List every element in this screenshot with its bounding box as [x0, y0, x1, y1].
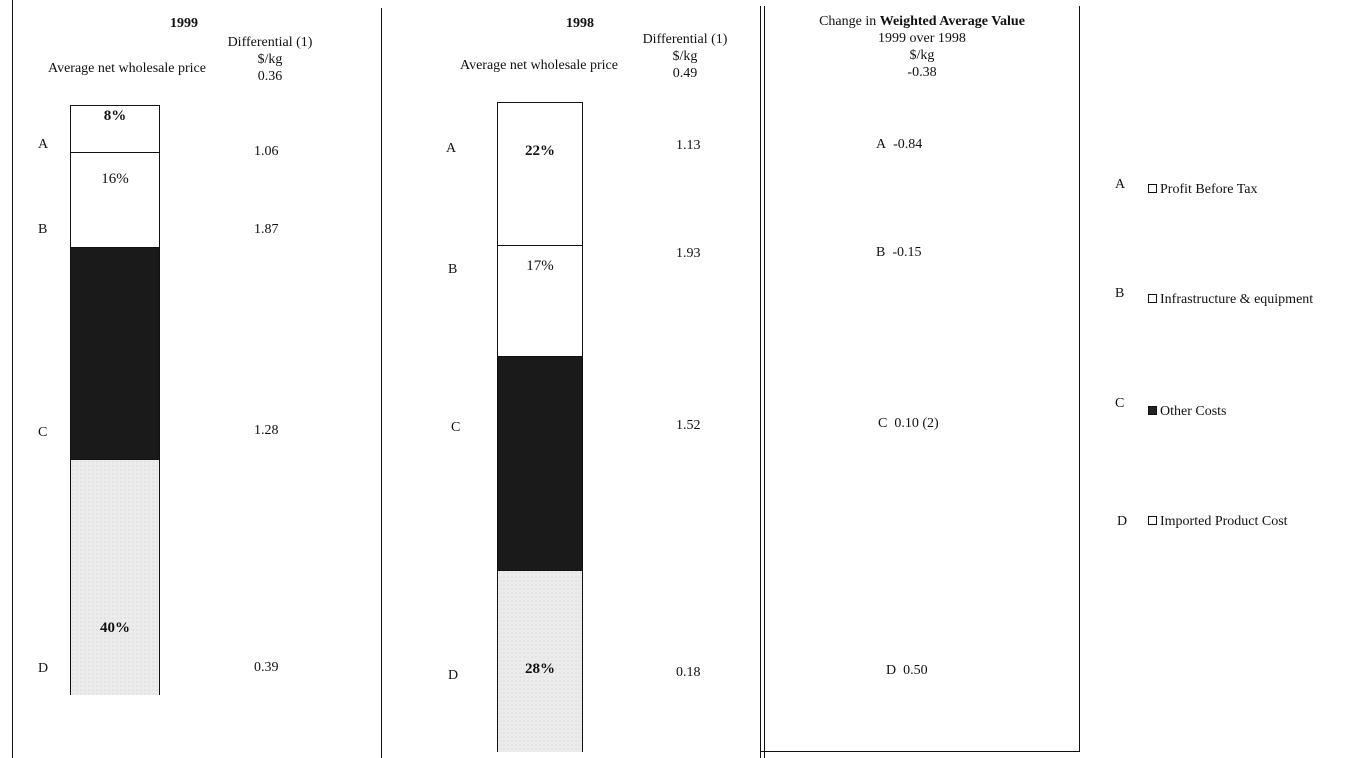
bar-segment-a: 8% [70, 105, 160, 153]
change-row: A -0.84 [876, 137, 923, 152]
segment-label: D [38, 661, 49, 676]
bar-segment-c [70, 246, 160, 459]
segment-label: C [451, 420, 461, 435]
left-border [12, 0, 13, 758]
differential-value: 0.18 [676, 665, 701, 680]
differential-value: 1.87 [254, 222, 279, 237]
divider-line [760, 6, 761, 758]
bar-heading: Average net wholesale price [48, 61, 206, 76]
differential-value: 1.13 [676, 138, 701, 153]
change-title: Change in Weighted Average Value [819, 14, 1025, 29]
segment-percent-label: 28% [525, 661, 555, 677]
segment-label: B [38, 222, 48, 237]
change-header: Change in Weighted Average Value 1999 ov… [770, 13, 1074, 81]
legend-swatch-icon [1148, 294, 1157, 304]
legend-swatch-icon [1148, 406, 1157, 416]
differential-value: 1.93 [676, 246, 701, 261]
segment-percent-label: 8% [103, 108, 127, 124]
change-total: -0.38 [907, 65, 937, 80]
legend-key: A [1115, 177, 1126, 192]
stacked-bar: 8% 16% 40% [70, 105, 160, 758]
legend-swatch-icon [1148, 184, 1157, 194]
segment-percent-label: 22% [525, 143, 555, 159]
differential-value: 1.06 [254, 144, 279, 159]
differential-header: Differential (1) $/kg 0.36 [227, 35, 313, 84]
segment-percent-label: 17% [526, 258, 554, 274]
differential-value: 0.39 [254, 660, 279, 675]
legend-item: Other Costs [1148, 404, 1227, 420]
segment-label: A [446, 141, 457, 156]
change-row: D 0.50 [886, 663, 928, 678]
bar-segment-d: 28% [497, 570, 583, 752]
segment-percent-label: 40% [100, 620, 130, 636]
bar-segment-c [497, 355, 583, 570]
segment-label: B [448, 262, 458, 277]
differential-header: Differential (1) $/kg 0.49 [642, 32, 728, 81]
change-row: B -0.15 [876, 245, 922, 260]
legend-item: Imported Product Cost [1148, 514, 1288, 530]
stacked-bar: 22% 17% 28% [497, 102, 583, 758]
divider-line [381, 8, 382, 758]
change-subtitle: 1999 over 1998 [878, 31, 966, 46]
bar-segment-b: 17% [497, 245, 583, 356]
bar-segment-a: 22% [497, 102, 583, 245]
divider-line [764, 6, 765, 758]
legend-item: Infrastructure & equipment [1148, 292, 1313, 308]
legend-key: C [1115, 396, 1125, 411]
divider-line [1079, 6, 1080, 752]
change-row: C 0.10 (2) [878, 416, 939, 431]
bar-heading: Average net wholesale price [460, 58, 618, 73]
segment-percent-label: 16% [101, 171, 129, 188]
segment-label: D [448, 668, 459, 683]
panel-title: 1999 [170, 16, 198, 31]
segment-label: A [38, 137, 49, 152]
bar-segment-d: 40% [70, 459, 160, 695]
legend-swatch-icon [1148, 516, 1157, 526]
legend-key: B [1115, 286, 1125, 301]
differential-value: 1.52 [676, 418, 701, 433]
divider-line [760, 751, 1080, 752]
change-unit: $/kg [909, 48, 935, 63]
segment-label: C [38, 425, 48, 440]
bar-segment-b: 16% [70, 152, 160, 247]
legend-item: Profit Before Tax [1148, 182, 1258, 198]
legend-key: D [1117, 514, 1128, 529]
differential-value: 1.28 [254, 423, 279, 438]
panel-title: 1998 [566, 16, 594, 31]
